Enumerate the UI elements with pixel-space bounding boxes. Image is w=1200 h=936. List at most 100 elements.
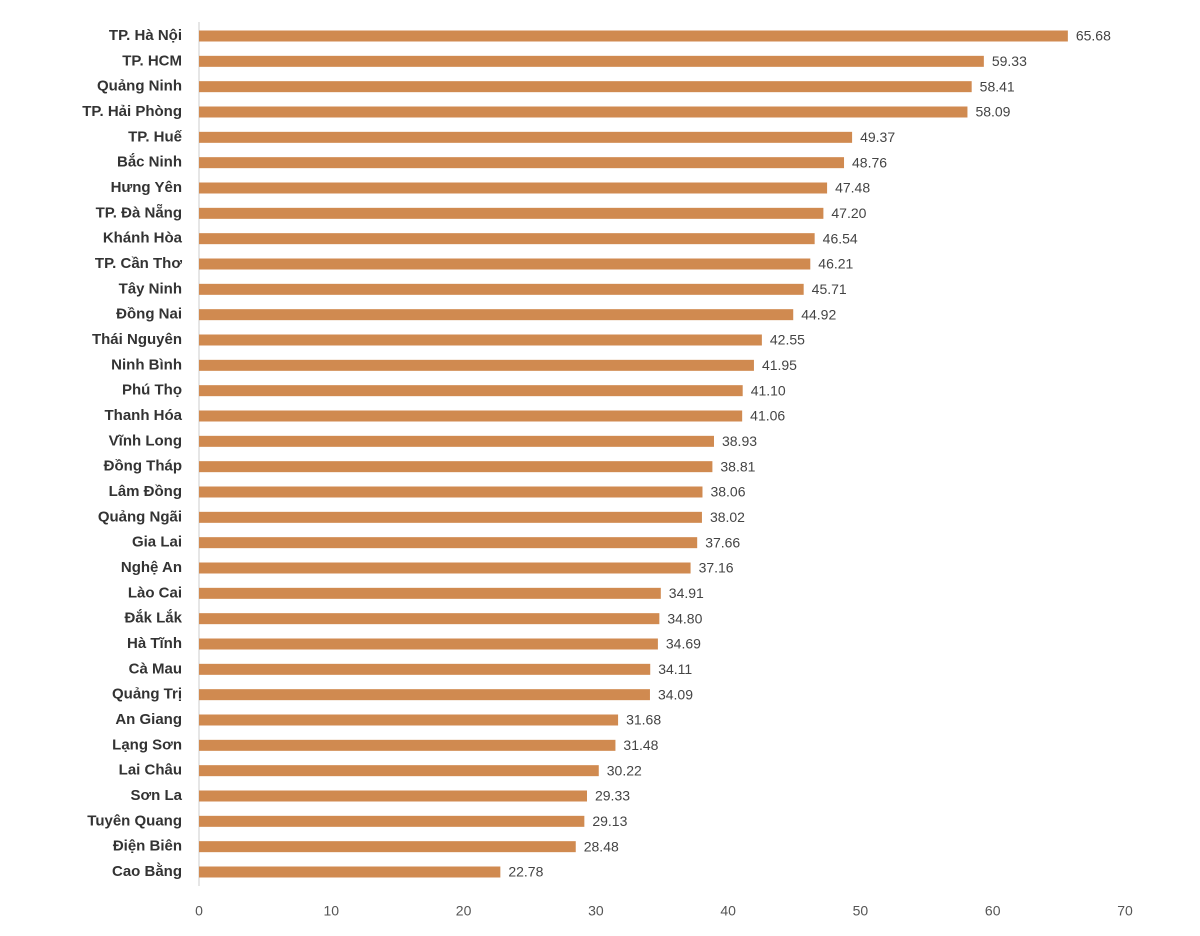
x-tick-label: 0 bbox=[195, 903, 203, 919]
value-label: 41.06 bbox=[750, 408, 785, 424]
value-label: 42.55 bbox=[770, 332, 805, 348]
y-tick-label: Hưng Yên bbox=[111, 179, 182, 196]
y-tick-label: Cà Mau bbox=[129, 660, 182, 677]
y-tick-label: Đồng Nai bbox=[116, 306, 182, 323]
y-tick-label: Lào Cai bbox=[128, 584, 182, 601]
y-tick-label: Lâm Đồng bbox=[109, 483, 182, 500]
bar bbox=[199, 461, 713, 473]
y-tick-label: Vĩnh Long bbox=[109, 432, 182, 449]
bar bbox=[199, 866, 501, 878]
y-tick-label: TP. Hải Phòng bbox=[82, 103, 182, 120]
y-tick-label: Lai Châu bbox=[119, 762, 182, 779]
bar bbox=[199, 106, 968, 118]
value-label: 65.68 bbox=[1076, 28, 1111, 44]
y-tick-label: Thanh Hóa bbox=[105, 407, 183, 424]
bar bbox=[199, 131, 853, 143]
y-tick-label: Sơn La bbox=[130, 787, 182, 804]
value-label: 38.93 bbox=[722, 433, 757, 449]
bar bbox=[199, 385, 743, 397]
value-label: 22.78 bbox=[508, 864, 543, 880]
value-label: 34.80 bbox=[667, 610, 702, 626]
y-tick-label: Quảng Ninh bbox=[97, 78, 182, 95]
bar bbox=[199, 587, 661, 599]
y-tick-label: An Giang bbox=[115, 711, 182, 728]
x-tick-label: 50 bbox=[853, 903, 869, 919]
y-tick-label: Cao Bằng bbox=[112, 862, 182, 880]
value-label: 31.48 bbox=[623, 737, 658, 753]
y-tick-label: Đồng Tháp bbox=[104, 458, 182, 475]
bar bbox=[199, 714, 619, 726]
bar bbox=[199, 258, 811, 270]
y-tick-label: Ninh Bình bbox=[111, 356, 182, 373]
value-label: 28.48 bbox=[584, 838, 619, 854]
y-tick-label: Phú Thọ bbox=[122, 382, 182, 399]
y-tick-label: Nghệ An bbox=[121, 559, 182, 576]
bar bbox=[199, 815, 585, 827]
value-label: 37.66 bbox=[705, 534, 740, 550]
bar bbox=[199, 157, 845, 169]
y-tick-label: Tây Ninh bbox=[119, 280, 182, 297]
y-tick-label: TP. Hà Nội bbox=[109, 27, 182, 44]
bar bbox=[199, 790, 587, 802]
y-tick-label: Đắk Lắk bbox=[124, 609, 182, 627]
y-tick-label: TP. Đà Nẵng bbox=[96, 204, 182, 221]
bar bbox=[199, 81, 972, 93]
value-label: 34.69 bbox=[666, 636, 701, 652]
x-tick-label: 60 bbox=[985, 903, 1001, 919]
y-tick-label: Hà Tĩnh bbox=[127, 635, 182, 652]
bar bbox=[199, 562, 691, 574]
bar bbox=[199, 283, 804, 295]
value-label: 37.16 bbox=[699, 560, 734, 576]
bar bbox=[199, 30, 1068, 42]
y-tick-label: Điện Biên bbox=[113, 838, 182, 855]
value-label: 41.10 bbox=[751, 382, 786, 398]
y-tick-label: Quảng Trị bbox=[112, 686, 182, 703]
y-tick-label: Bắc Ninh bbox=[117, 153, 182, 171]
value-label: 44.92 bbox=[801, 306, 836, 322]
bar bbox=[199, 486, 703, 498]
bar bbox=[199, 638, 658, 650]
y-tick-label: TP. HCM bbox=[122, 52, 182, 69]
value-label: 38.81 bbox=[720, 458, 755, 474]
bar bbox=[199, 739, 616, 751]
value-label: 45.71 bbox=[812, 281, 847, 297]
x-tick-label: 10 bbox=[323, 903, 339, 919]
bar bbox=[199, 182, 828, 194]
value-label: 34.11 bbox=[658, 661, 692, 677]
y-tick-label: TP. Huế bbox=[128, 128, 183, 145]
bar bbox=[199, 233, 815, 245]
bar bbox=[199, 359, 754, 371]
y-tick-label: TP. Cần Thơ bbox=[95, 255, 182, 272]
bar bbox=[199, 537, 698, 549]
y-tick-label: Thái Nguyên bbox=[92, 331, 182, 348]
value-label: 31.68 bbox=[626, 712, 661, 728]
value-label: 58.41 bbox=[980, 78, 1015, 94]
value-label: 29.33 bbox=[595, 788, 630, 804]
x-tick-label: 40 bbox=[720, 903, 736, 919]
value-label: 34.09 bbox=[658, 686, 693, 702]
bar bbox=[199, 55, 984, 67]
y-tick-label: Tuyên Quang bbox=[87, 812, 182, 829]
value-label: 30.22 bbox=[607, 762, 642, 778]
value-label: 48.76 bbox=[852, 154, 887, 170]
value-label: 29.13 bbox=[592, 813, 627, 829]
bar bbox=[199, 334, 762, 346]
bar bbox=[199, 765, 599, 777]
value-label: 38.06 bbox=[710, 484, 745, 500]
value-label: 41.95 bbox=[762, 357, 797, 373]
bar bbox=[199, 613, 660, 625]
y-tick-label: Lạng Sơn bbox=[112, 736, 182, 753]
y-tick-label: Khánh Hòa bbox=[103, 230, 183, 247]
bar bbox=[199, 511, 702, 523]
x-tick-label: 30 bbox=[588, 903, 604, 919]
bar bbox=[199, 207, 824, 219]
value-label: 46.21 bbox=[818, 256, 853, 272]
bar bbox=[199, 663, 651, 675]
y-tick-label: Quảng Ngãi bbox=[98, 508, 182, 525]
bar bbox=[199, 689, 650, 701]
value-label: 58.09 bbox=[975, 104, 1010, 120]
value-label: 46.54 bbox=[823, 230, 858, 246]
y-tick-label: Gia Lai bbox=[132, 534, 182, 551]
bar bbox=[199, 435, 714, 447]
value-label: 34.91 bbox=[669, 585, 704, 601]
